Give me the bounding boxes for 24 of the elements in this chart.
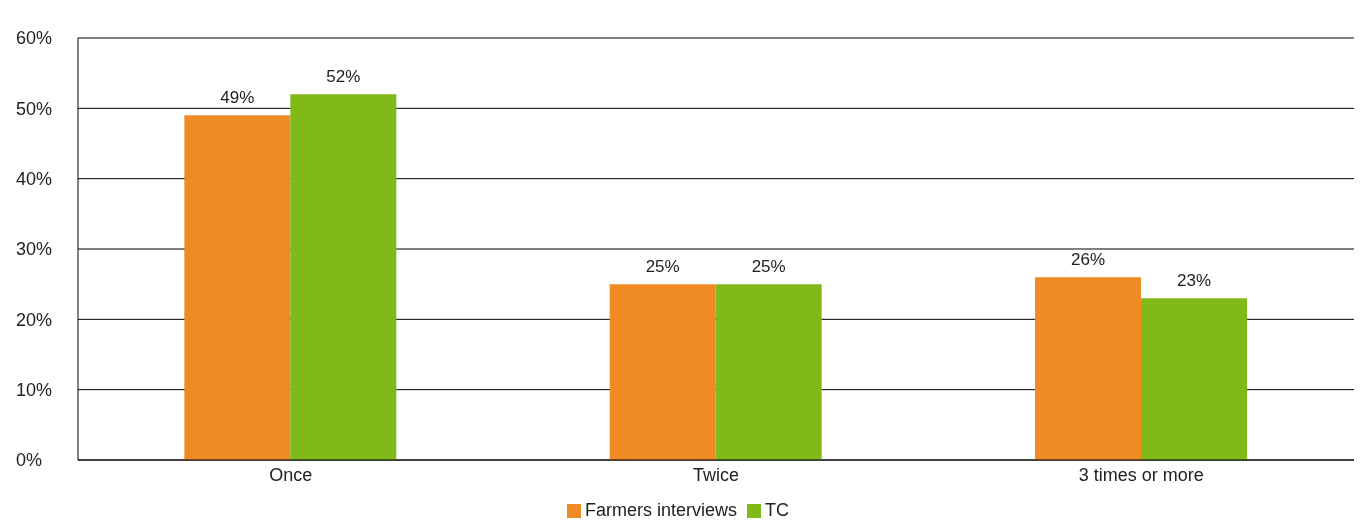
legend-label: Farmers interviews [584,500,738,520]
bar [715,284,822,460]
bar [1035,277,1141,460]
bar [1141,298,1247,460]
y-tick-label: 60% [16,28,53,49]
x-tick-label: 3 times or more [1078,464,1204,485]
y-tick-label: 0% [16,450,43,471]
y-tick-label: 50% [16,98,53,119]
y-tick-label: 40% [16,169,53,190]
data-label: 52% [326,67,361,87]
x-tick-label: Once [269,464,313,485]
bar [609,284,716,460]
y-tick-label: 10% [16,380,53,401]
data-label: 26% [1070,250,1106,270]
x-tick-label: Twice [692,464,740,485]
data-label: 23% [1176,271,1212,291]
y-tick-label: 20% [16,309,53,330]
bar [290,94,397,460]
data-label: 25% [751,257,786,277]
legend-label: TC [765,500,790,520]
data-label: 49% [220,88,255,108]
data-label: 25% [645,257,680,277]
bar [184,115,291,460]
y-tick-label: 30% [16,239,53,260]
